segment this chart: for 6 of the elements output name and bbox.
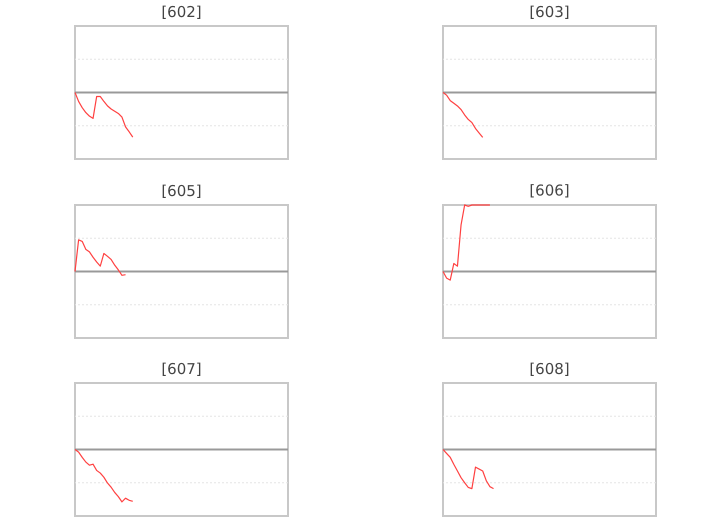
chart-title: [607]	[161, 360, 202, 378]
chart-title: [605]	[161, 182, 202, 200]
chart-title: [602]	[161, 3, 202, 21]
chart-title: [603]	[529, 3, 570, 21]
chart-title: [608]	[529, 360, 570, 378]
chart-title: [606]	[529, 181, 570, 200]
